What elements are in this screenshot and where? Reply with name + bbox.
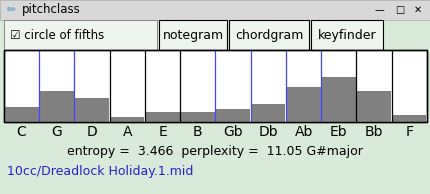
Bar	[110, 117, 144, 121]
Text: A: A	[123, 125, 132, 139]
Bar	[251, 104, 285, 121]
Bar	[180, 112, 215, 121]
Text: Eb: Eb	[329, 125, 347, 139]
Text: G: G	[51, 125, 62, 139]
Bar	[228, 20, 308, 50]
Text: keyfinder: keyfinder	[317, 29, 375, 42]
Bar	[391, 115, 426, 121]
Bar	[286, 87, 320, 121]
Bar	[4, 50, 426, 122]
Text: Ab: Ab	[294, 125, 312, 139]
Text: E: E	[158, 125, 166, 139]
Bar	[4, 20, 157, 50]
Bar	[215, 109, 250, 121]
Text: D: D	[86, 125, 97, 139]
Text: pitchclass: pitchclass	[22, 3, 80, 16]
Text: Gb: Gb	[223, 125, 243, 139]
Text: entropy =  3.466  perplexity =  11.05 G#major: entropy = 3.466 perplexity = 11.05 G#maj…	[67, 146, 362, 158]
Text: 10cc/Dreadlock Holiday.1.mid: 10cc/Dreadlock Holiday.1.mid	[7, 165, 193, 178]
Text: ✏: ✏	[7, 5, 16, 15]
Bar	[310, 20, 382, 50]
Text: notegram: notegram	[162, 29, 223, 42]
Bar	[0, 0, 430, 20]
Bar	[4, 107, 39, 121]
Bar	[356, 91, 390, 121]
Bar	[145, 112, 179, 121]
Text: ☑ circle of fifths: ☑ circle of fifths	[10, 29, 104, 42]
Text: ✕: ✕	[413, 5, 421, 15]
Text: C: C	[17, 125, 26, 139]
Bar	[75, 99, 109, 121]
Text: —: —	[374, 5, 384, 15]
Text: Bb: Bb	[364, 125, 383, 139]
Bar	[159, 20, 227, 50]
Text: chordgram: chordgram	[234, 29, 302, 42]
Text: Db: Db	[258, 125, 277, 139]
Bar	[40, 91, 74, 121]
Text: □: □	[394, 5, 403, 15]
Text: B: B	[193, 125, 202, 139]
Bar	[4, 50, 426, 122]
Bar	[321, 77, 355, 121]
Text: F: F	[405, 125, 412, 139]
